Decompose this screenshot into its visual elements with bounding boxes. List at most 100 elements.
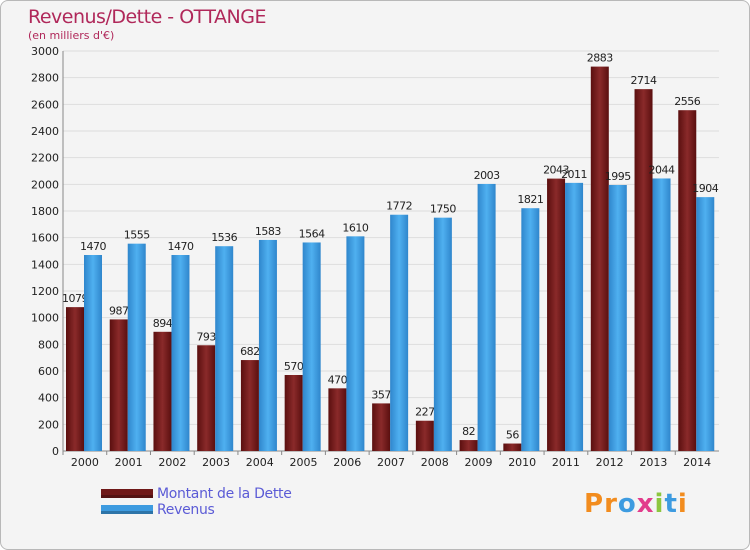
legend-swatch-debt xyxy=(101,489,153,498)
x-tick-label: 2004 xyxy=(246,456,274,469)
bar-debt xyxy=(66,307,84,451)
bar-revenue xyxy=(433,217,452,451)
bar-revenue xyxy=(127,243,146,451)
data-label-debt: 2043 xyxy=(543,164,569,177)
legend-label-revenue: Revenus xyxy=(157,502,215,518)
logo-letter: r xyxy=(604,489,618,519)
data-label-debt: 470 xyxy=(328,373,348,386)
data-label-debt: 2883 xyxy=(587,52,613,65)
bar-revenue xyxy=(171,255,190,451)
y-tick-label: 2000 xyxy=(31,178,59,191)
bar-debt xyxy=(240,360,259,451)
legend-label-debt: Montant de la Dette xyxy=(157,486,292,502)
data-label-revenue: 1536 xyxy=(211,231,237,244)
bar-revenue xyxy=(652,178,671,451)
logo-letter: i xyxy=(654,489,665,519)
data-label-debt: 227 xyxy=(415,406,435,419)
data-label-debt: 2556 xyxy=(674,95,700,108)
x-tick-label: 2010 xyxy=(508,456,536,469)
bar-debt xyxy=(678,110,697,451)
y-tick-label: 200 xyxy=(38,418,59,431)
y-tick-label: 1400 xyxy=(31,258,59,271)
data-label-revenue: 1821 xyxy=(517,193,543,206)
chart-title: Revenus/Dette - OTTANGE xyxy=(28,6,267,28)
chart-subtitle: (en milliers d'€) xyxy=(28,29,115,42)
data-label-revenue: 1470 xyxy=(80,240,106,253)
bar-revenue xyxy=(346,236,365,451)
bar-debt xyxy=(197,345,216,451)
bar-revenue xyxy=(215,246,234,451)
bar-revenue xyxy=(565,182,584,451)
bar-revenue xyxy=(302,242,321,451)
bar-debt xyxy=(459,440,478,451)
x-tick-label: 2002 xyxy=(158,456,186,469)
y-tick-label: 2400 xyxy=(31,125,59,138)
bar-revenue xyxy=(390,214,409,451)
x-tick-label: 2012 xyxy=(596,456,624,469)
data-label-debt: 682 xyxy=(240,345,260,358)
legend-swatch-revenue xyxy=(101,505,153,514)
data-label-debt: 793 xyxy=(196,330,216,343)
bar-debt xyxy=(328,388,347,451)
bar-revenue xyxy=(608,185,627,451)
y-tick-label: 0 xyxy=(52,445,59,458)
logo-letter: t xyxy=(664,489,678,519)
x-tick-label: 2014 xyxy=(683,456,711,469)
bar-revenue xyxy=(521,208,540,451)
y-tick-label: 3000 xyxy=(31,45,59,58)
bar-debt xyxy=(153,331,172,451)
bar-debt xyxy=(109,319,128,451)
data-label-revenue: 1583 xyxy=(255,225,281,238)
data-label-revenue: 1772 xyxy=(386,200,412,213)
logo-letter: P xyxy=(584,489,605,519)
data-label-revenue: 1610 xyxy=(342,221,368,234)
x-tick-label: 2008 xyxy=(421,456,449,469)
y-tick-label: 600 xyxy=(38,365,59,378)
data-label-debt: 357 xyxy=(371,388,391,401)
data-label-revenue: 1904 xyxy=(692,182,718,195)
bar-revenue xyxy=(84,255,102,451)
logo-letter: x xyxy=(636,489,655,519)
bar-revenue xyxy=(696,197,715,451)
x-tick-label: 2000 xyxy=(71,456,99,469)
x-tick-label: 2007 xyxy=(377,456,405,469)
data-label-debt: 987 xyxy=(109,304,129,317)
x-tick-label: 2009 xyxy=(464,456,492,469)
x-tick-label: 2001 xyxy=(115,456,143,469)
data-label-revenue: 2044 xyxy=(649,163,675,176)
x-tick-label: 2005 xyxy=(290,456,318,469)
data-label-revenue: 1564 xyxy=(299,227,325,240)
data-label-debt: 894 xyxy=(153,317,173,330)
data-label-debt: 2714 xyxy=(631,74,657,87)
data-label-debt: 82 xyxy=(462,425,475,438)
y-tick-label: 2200 xyxy=(31,152,59,165)
proxiti-logo: Proxiti xyxy=(584,489,688,519)
y-tick-label: 400 xyxy=(38,392,59,405)
data-label-revenue: 1995 xyxy=(605,170,631,183)
bar-debt xyxy=(503,443,522,451)
data-label-revenue: 1750 xyxy=(430,203,456,216)
data-label-revenue: 2011 xyxy=(561,168,587,181)
x-tick-label: 2011 xyxy=(552,456,580,469)
data-label-debt: 570 xyxy=(284,360,304,373)
bar-debt xyxy=(634,89,653,451)
y-tick-label: 1000 xyxy=(31,312,59,325)
bar-debt xyxy=(372,403,391,451)
bar-debt xyxy=(590,66,609,451)
bar-debt xyxy=(547,178,566,451)
y-tick-label: 1800 xyxy=(31,205,59,218)
bar-revenue xyxy=(258,239,277,451)
bar-revenue xyxy=(477,183,496,451)
data-label-revenue: 2003 xyxy=(474,169,500,182)
data-label-debt: 1079 xyxy=(62,292,88,305)
y-tick-label: 2600 xyxy=(31,98,59,111)
y-tick-label: 800 xyxy=(38,338,59,351)
y-tick-label: 1200 xyxy=(31,285,59,298)
bar-debt xyxy=(284,375,303,451)
x-tick-label: 2006 xyxy=(333,456,361,469)
logo-letter: i xyxy=(677,489,688,519)
x-tick-label: 2013 xyxy=(639,456,667,469)
data-label-revenue: 1470 xyxy=(167,240,193,253)
